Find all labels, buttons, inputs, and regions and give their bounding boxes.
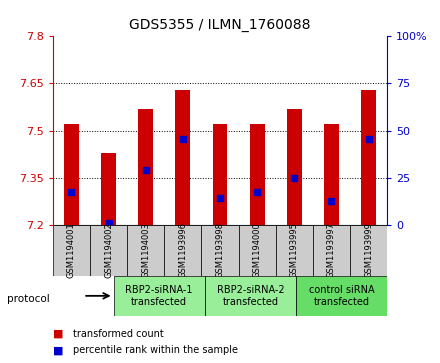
Text: GSM1194001: GSM1194001 bbox=[67, 223, 76, 278]
Text: RBP2-siRNA-2
transfected: RBP2-siRNA-2 transfected bbox=[216, 285, 284, 307]
Bar bbox=[276, 225, 313, 276]
Point bbox=[328, 199, 335, 204]
Text: control siRNA
transfected: control siRNA transfected bbox=[309, 285, 374, 307]
Point bbox=[291, 175, 298, 181]
Bar bbox=[176, 90, 190, 225]
Point bbox=[253, 189, 260, 195]
Bar bbox=[114, 276, 205, 316]
Point bbox=[105, 221, 112, 227]
Point bbox=[68, 189, 75, 195]
Bar bbox=[90, 225, 127, 276]
Text: RBP2-siRNA-1
transfected: RBP2-siRNA-1 transfected bbox=[125, 285, 193, 307]
Bar bbox=[287, 109, 302, 225]
Point bbox=[180, 136, 187, 142]
Bar bbox=[53, 225, 90, 276]
Text: GSM1194000: GSM1194000 bbox=[253, 223, 262, 278]
Bar bbox=[205, 276, 296, 316]
Bar bbox=[324, 125, 339, 225]
Point bbox=[216, 195, 224, 201]
Text: GSM1194003: GSM1194003 bbox=[141, 223, 150, 278]
Bar bbox=[64, 125, 79, 225]
Point bbox=[142, 167, 149, 173]
Bar bbox=[127, 225, 164, 276]
Bar bbox=[213, 125, 227, 225]
Bar bbox=[101, 153, 116, 225]
Text: percentile rank within the sample: percentile rank within the sample bbox=[73, 345, 238, 355]
Text: GSM1193999: GSM1193999 bbox=[364, 223, 373, 278]
Title: GDS5355 / ILMN_1760088: GDS5355 / ILMN_1760088 bbox=[129, 19, 311, 33]
Bar bbox=[202, 225, 238, 276]
Text: ■: ■ bbox=[53, 345, 63, 355]
Text: transformed count: transformed count bbox=[73, 329, 163, 339]
Bar bbox=[250, 125, 264, 225]
Text: ■: ■ bbox=[53, 329, 63, 339]
Text: GSM1194002: GSM1194002 bbox=[104, 223, 113, 278]
Bar bbox=[238, 225, 276, 276]
Text: GSM1193997: GSM1193997 bbox=[327, 223, 336, 278]
Bar bbox=[313, 225, 350, 276]
Bar bbox=[350, 225, 387, 276]
Text: GSM1193996: GSM1193996 bbox=[178, 223, 187, 278]
Text: protocol: protocol bbox=[7, 294, 49, 305]
Point bbox=[365, 136, 372, 142]
Text: GSM1193995: GSM1193995 bbox=[290, 223, 299, 278]
Bar bbox=[296, 276, 387, 316]
Bar bbox=[138, 109, 153, 225]
Bar bbox=[361, 90, 376, 225]
Text: GSM1193998: GSM1193998 bbox=[216, 223, 224, 278]
Bar bbox=[164, 225, 202, 276]
